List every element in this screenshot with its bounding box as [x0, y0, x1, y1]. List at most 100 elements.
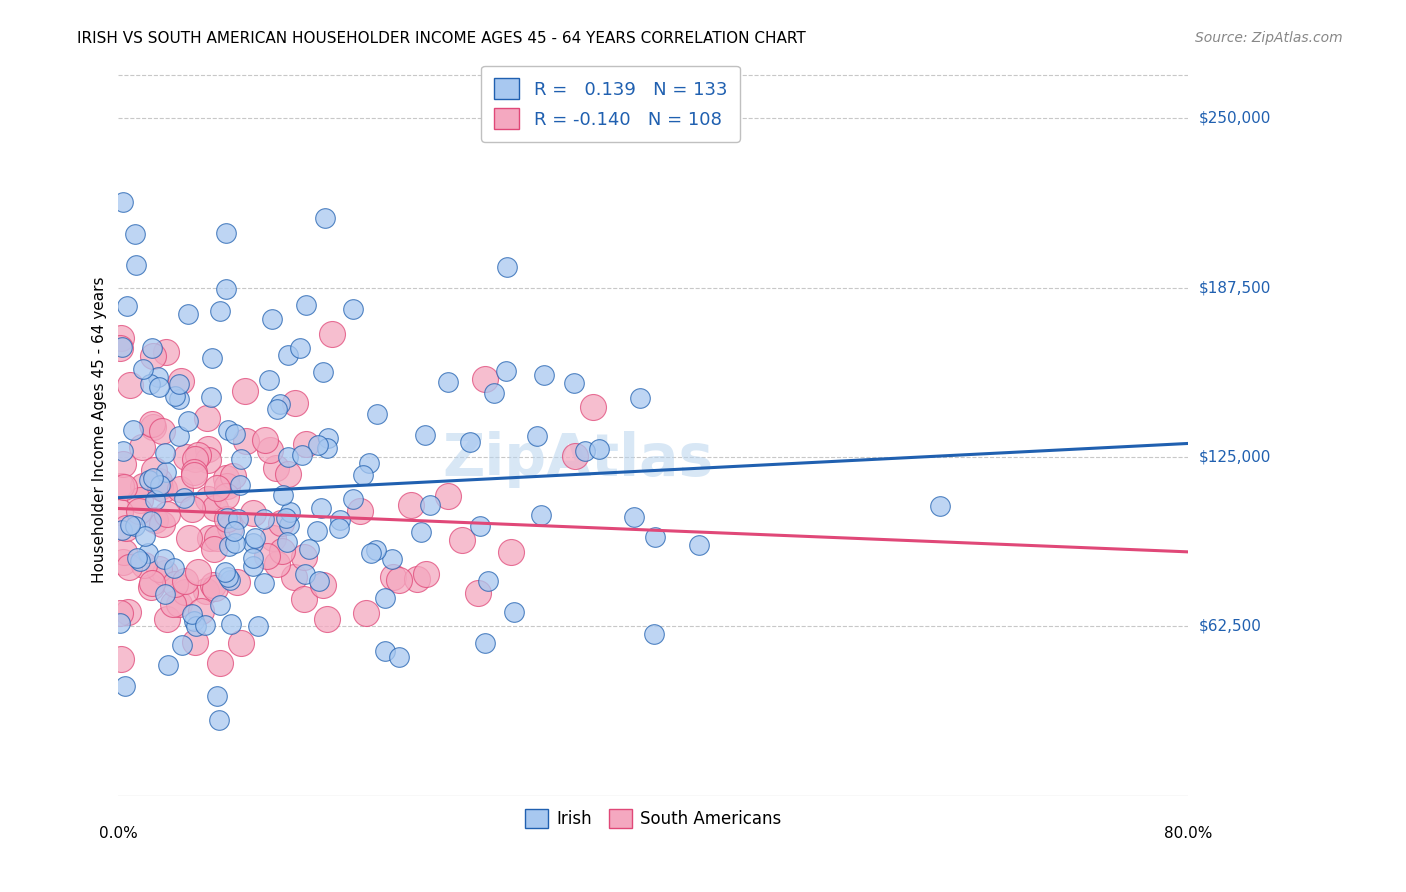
- Point: [277, 450, 299, 465]
- Point: [226, 512, 249, 526]
- Point: [197, 442, 219, 456]
- Point: [295, 437, 318, 451]
- Point: [153, 482, 176, 496]
- Point: [316, 441, 339, 455]
- Point: [183, 614, 205, 628]
- Point: [202, 542, 225, 557]
- Point: [374, 644, 396, 658]
- Point: [134, 529, 156, 543]
- Point: [122, 423, 145, 437]
- Point: [526, 429, 548, 443]
- Point: [148, 562, 170, 576]
- Point: [574, 444, 596, 458]
- Point: [278, 505, 301, 519]
- Point: [688, 539, 710, 553]
- Point: [198, 532, 221, 546]
- Point: [215, 226, 238, 240]
- Point: [141, 341, 163, 355]
- Point: [195, 410, 218, 425]
- Point: [142, 471, 165, 485]
- Point: [112, 480, 135, 494]
- Point: [503, 605, 526, 619]
- Point: [146, 369, 169, 384]
- Point: [197, 491, 219, 506]
- Point: [256, 549, 278, 564]
- Point: [495, 260, 517, 275]
- Point: [208, 599, 231, 613]
- Point: [415, 428, 437, 442]
- Point: [588, 442, 610, 457]
- Point: [169, 392, 191, 406]
- Point: [177, 414, 200, 428]
- Point: [153, 446, 176, 460]
- Point: [155, 612, 177, 626]
- Point: [359, 456, 381, 470]
- Point: [411, 524, 433, 539]
- Point: [110, 331, 132, 345]
- Point: [180, 607, 202, 621]
- Point: [149, 480, 172, 494]
- Point: [352, 467, 374, 482]
- Point: [283, 570, 305, 584]
- Point: [477, 574, 499, 588]
- Point: [202, 577, 225, 591]
- Point: [167, 377, 190, 392]
- Point: [217, 512, 239, 526]
- Point: [125, 258, 148, 272]
- Point: [254, 433, 277, 447]
- Point: [288, 341, 311, 355]
- Point: [623, 509, 645, 524]
- Text: $250,000: $250,000: [1199, 111, 1271, 126]
- Point: [150, 425, 173, 439]
- Point: [643, 626, 665, 640]
- Point: [142, 463, 165, 477]
- Point: [204, 581, 226, 595]
- Point: [242, 535, 264, 549]
- Point: [374, 591, 396, 605]
- Point: [292, 591, 315, 606]
- Point: [321, 326, 343, 341]
- Point: [328, 521, 350, 535]
- Point: [142, 420, 165, 434]
- Point: [141, 575, 163, 590]
- Point: [242, 506, 264, 520]
- Point: [276, 534, 298, 549]
- Point: [111, 457, 134, 471]
- Point: [205, 531, 228, 545]
- Point: [260, 312, 283, 326]
- Point: [156, 508, 179, 522]
- Point: [277, 518, 299, 533]
- Point: [225, 574, 247, 589]
- Point: [117, 606, 139, 620]
- Point: [208, 303, 231, 318]
- Point: [312, 578, 335, 592]
- Point: [177, 307, 200, 321]
- Point: [155, 345, 177, 359]
- Point: [262, 531, 284, 545]
- Point: [162, 597, 184, 611]
- Point: [184, 634, 207, 648]
- Point: [217, 479, 239, 493]
- Legend: Irish, South Americans: Irish, South Americans: [519, 803, 789, 835]
- Point: [111, 555, 134, 569]
- Point: [229, 636, 252, 650]
- Point: [128, 503, 150, 517]
- Point: [125, 550, 148, 565]
- Point: [142, 349, 165, 363]
- Point: [415, 567, 437, 582]
- Point: [229, 452, 252, 467]
- Point: [193, 617, 215, 632]
- Point: [115, 299, 138, 313]
- Point: [111, 340, 134, 354]
- Point: [218, 573, 240, 587]
- Point: [297, 541, 319, 556]
- Point: [139, 377, 162, 392]
- Point: [124, 227, 146, 242]
- Point: [183, 465, 205, 479]
- Point: [266, 402, 288, 417]
- Text: $125,000: $125,000: [1199, 450, 1271, 465]
- Point: [259, 373, 281, 387]
- Point: [451, 533, 474, 547]
- Point: [294, 566, 316, 581]
- Point: [177, 531, 200, 545]
